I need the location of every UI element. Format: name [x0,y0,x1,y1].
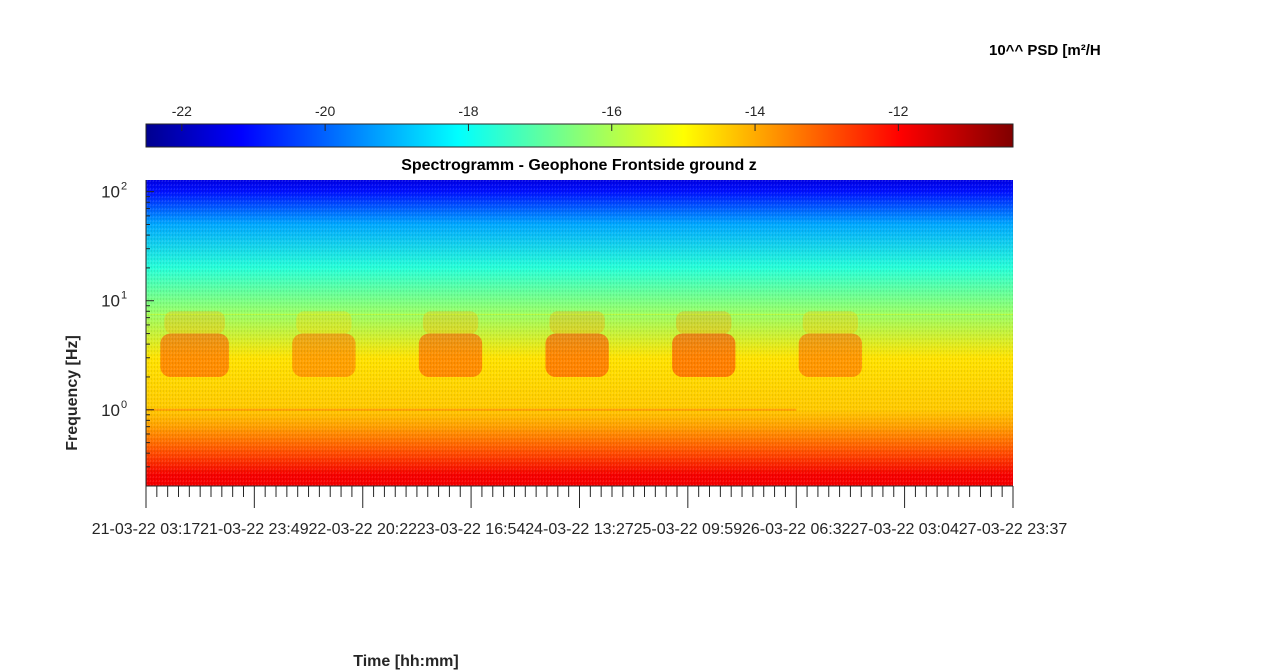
colorbar-gradient [145,123,1014,148]
spectrogram-plot-area [146,180,1013,486]
colorbar-tick-label: -14 [745,103,765,119]
y-tick-label: 10 [101,401,120,420]
x-tick-label: 21-03-22 03:17 [92,521,201,538]
x-tick-label: 24-03-22 13:27 [525,521,634,538]
y-axis-label: Frequency [Hz] [64,335,81,451]
y-tick-exponent: 2 [121,181,127,193]
colorbar-tick-label: -12 [888,103,908,119]
colorbar-tick-label: -20 [315,103,335,119]
x-tick-label: 26-03-22 06:32 [742,521,851,538]
y-tick-label: 10 [101,183,120,202]
y-tick-label: 10 [101,292,120,311]
colorbar-tick-label: -16 [602,103,622,119]
x-tick-label: 27-03-22 03:04 [850,521,959,538]
y-tick-exponent: 1 [121,290,127,302]
x-tick-label: 21-03-22 23:49 [200,521,309,538]
x-tick-label: 25-03-22 09:59 [634,521,743,538]
y-tick-exponent: 0 [121,399,127,411]
colorbar: 10^^ PSD [m²/H -22 -20 -18 -16 -14 -12 [145,42,1101,148]
x-tick-label: 22-03-22 20:22 [308,521,417,538]
x-tick-label: 27-03-22 23:37 [959,521,1068,538]
x-tick-label: 23-03-22 16:54 [417,521,526,538]
colorbar-tick-label: -22 [172,103,192,119]
spectrogram-texture [146,180,1013,486]
x-axis: 21-03-22 03:17 21-03-22 23:49 22-03-22 20:… [92,485,1068,670]
colorbar-label: 10^^ PSD [m²/H [989,42,1101,59]
colorbar-ticks: -22 -20 -18 -16 -14 -12 [172,103,909,131]
x-ticks: 21-03-22 03:17 21-03-22 23:49 22-03-22 20:… [92,486,1068,538]
x-axis-label: Time [hh:mm] [353,653,458,670]
chart-title: Spectrogramm - Geophone Frontside ground… [401,157,757,174]
colorbar-tick-label: -18 [458,103,478,119]
